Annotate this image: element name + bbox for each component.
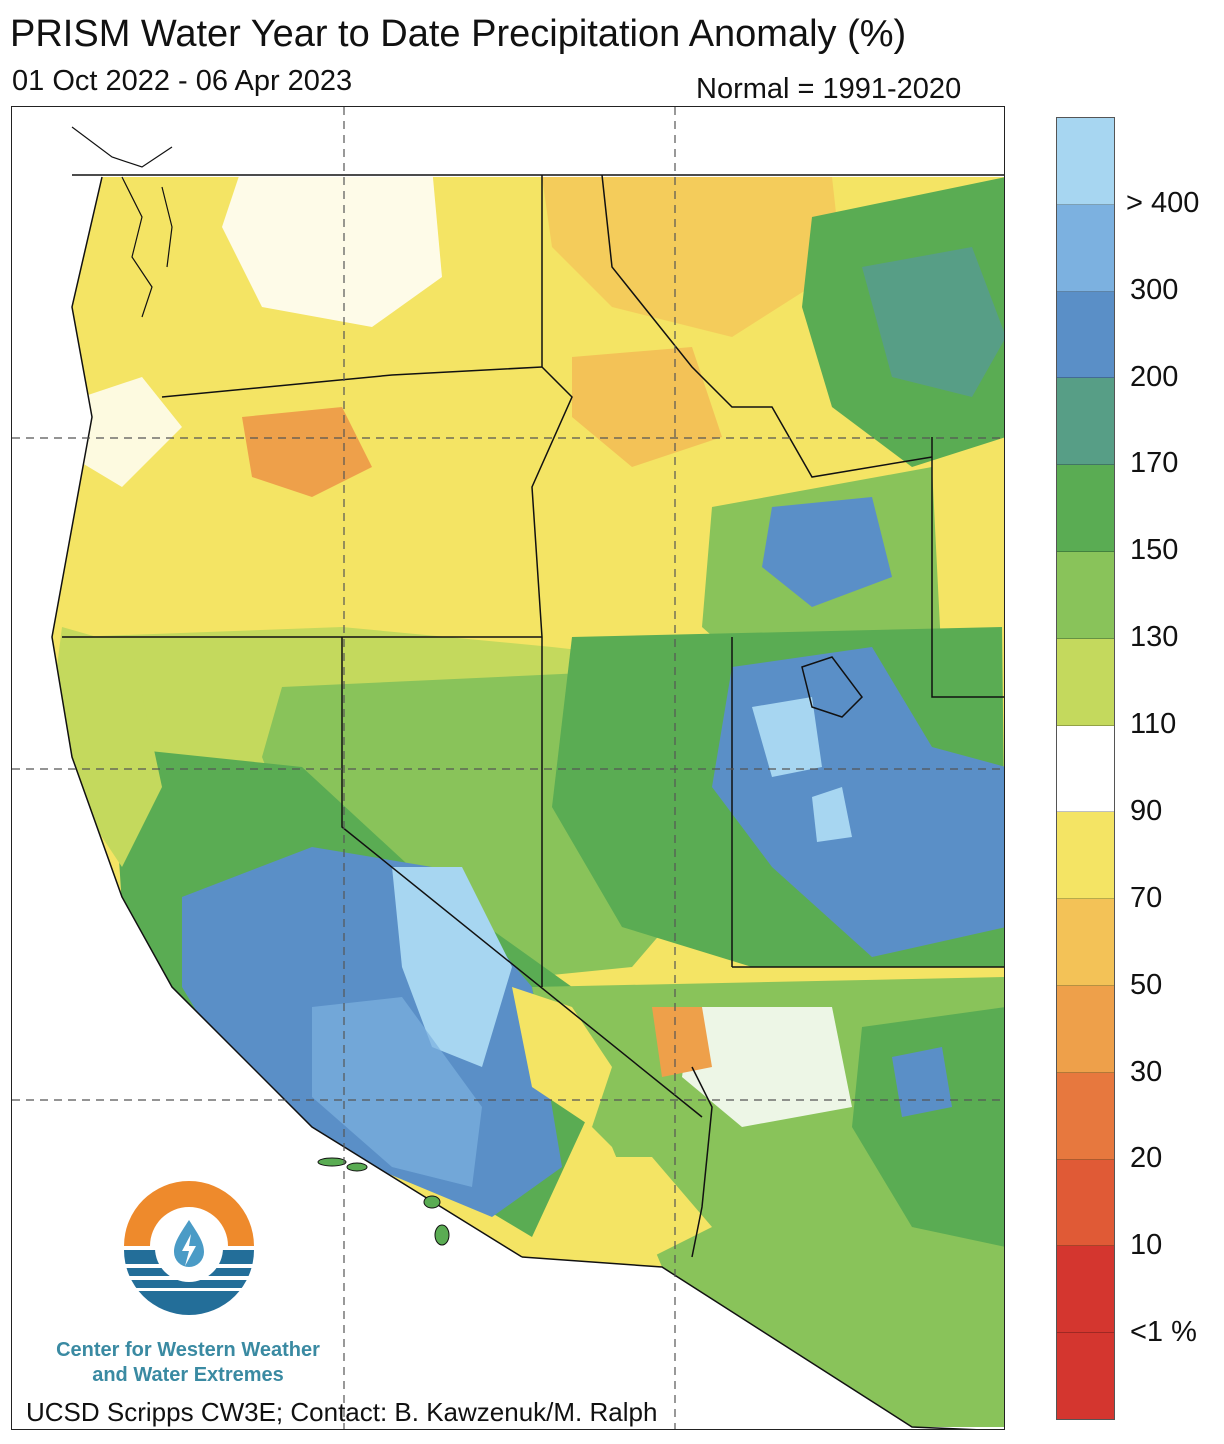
graticule — [12, 107, 1004, 1429]
patch-id-orange — [572, 347, 722, 467]
legend-swatch — [1057, 899, 1114, 986]
credit-line: UCSD Scripps CW3E; Contact: B. Kawzenuk/… — [26, 1397, 658, 1427]
great-salt-lake — [801, 656, 863, 718]
cw3e-logo — [116, 1180, 262, 1320]
patch-nm-green — [852, 1007, 1004, 1247]
wy-border — [931, 437, 1004, 698]
date-range: 01 Oct 2022 - 06 Apr 2023 — [12, 65, 353, 97]
az-ca-border — [691, 1066, 713, 1258]
patch-az-yellow — [512, 987, 612, 1127]
ocean — [12, 107, 532, 1429]
legend-label: 20 — [1130, 1142, 1163, 1175]
legend-label: > 400 — [1126, 186, 1200, 219]
coastline — [51, 176, 523, 1258]
channel-islands — [317, 1157, 450, 1246]
legend-swatch — [1057, 638, 1114, 726]
organization-line-2: and Water Extremes — [92, 1364, 284, 1386]
legend-swatch — [1057, 1246, 1114, 1334]
legend-label: 50 — [1130, 968, 1163, 1001]
legend-label: <1 % — [1130, 1316, 1197, 1349]
patch-sierra-lightblue — [392, 867, 512, 1067]
mt-id-border — [601, 174, 933, 478]
patch-or-white — [72, 377, 182, 487]
legend-label: 200 — [1130, 360, 1179, 393]
patch-wy-blue — [762, 497, 892, 607]
patch-az-orange — [652, 1007, 712, 1077]
patch-ca-coast-yellowgreen — [52, 627, 162, 867]
patch-nw-yellow — [542, 177, 842, 337]
legend-swatch — [1057, 1333, 1114, 1419]
organization-name: Center for Western Weather and Water Ext… — [36, 1338, 340, 1388]
precipitation-map — [12, 107, 1004, 1429]
legend-swatch — [1057, 204, 1114, 292]
borders — [51, 174, 1004, 1429]
legend-swatch — [1057, 1072, 1114, 1160]
map-panel — [11, 106, 1005, 1430]
canada — [12, 107, 1004, 175]
legend-label: 110 — [1130, 708, 1177, 741]
puget-sound — [71, 126, 173, 318]
legend-colorbar — [1056, 117, 1115, 1420]
patch-or-orange — [242, 407, 372, 497]
us-mexico-border — [521, 1256, 977, 1429]
legend-label: 300 — [1130, 273, 1179, 306]
patch-ut-lightblue-2 — [812, 787, 852, 842]
legend-swatch — [1057, 465, 1114, 552]
patch-nm-blue — [892, 1047, 952, 1117]
legend-label: 10 — [1130, 1229, 1163, 1262]
organization-line-1: Center for Western Weather — [56, 1339, 320, 1361]
legend-swatch — [1057, 118, 1114, 205]
anomaly-fill — [42, 167, 1004, 1427]
legend-labels: > 400 300 200 170 150 130 110 90 70 50 30 20 10 <1 % — [1118, 117, 1224, 1420]
legend-label: 30 — [1130, 1055, 1163, 1088]
ca-nv-border — [341, 637, 703, 1118]
patch-wa-white — [222, 167, 442, 327]
legend-label: 150 — [1130, 534, 1179, 567]
legend-swatch — [1057, 985, 1114, 1073]
id-west-border — [531, 175, 573, 638]
legend-swatch — [1057, 725, 1114, 813]
legend-swatch — [1057, 291, 1114, 379]
patch-ca-blue-south — [312, 997, 482, 1187]
legend-label: 130 — [1130, 621, 1179, 654]
map-title: PRISM Water Year to Date Precipitation A… — [10, 13, 907, 55]
patch-mt-teal — [862, 247, 1004, 397]
legend-label: 170 — [1130, 447, 1179, 480]
legend-swatch — [1057, 812, 1114, 900]
patch-ut-lightblue — [752, 697, 822, 777]
normal-period: Normal = 1991-2020 — [696, 73, 962, 105]
legend-swatch — [1057, 551, 1114, 639]
mexico — [522, 1257, 959, 1429]
patch-az-white — [682, 1007, 852, 1127]
wa-or-border — [161, 366, 543, 398]
legend-label: 90 — [1130, 794, 1163, 827]
legend-swatch — [1057, 1159, 1114, 1247]
legend-swatch — [1057, 378, 1114, 466]
legend-label: 70 — [1130, 881, 1163, 914]
patch-az-south-yellow — [572, 1157, 712, 1257]
